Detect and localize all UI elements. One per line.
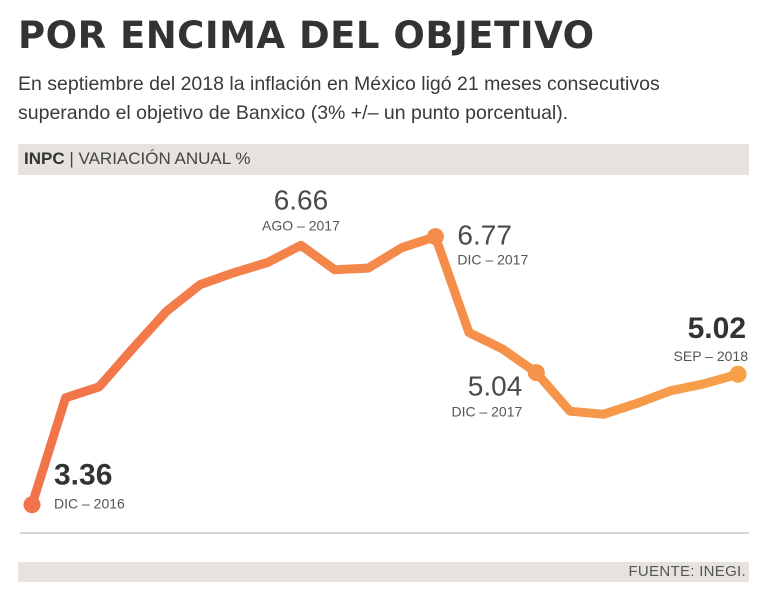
series-label-band (18, 144, 749, 175)
date-label: DIC – 2016 (54, 496, 125, 512)
date-label: AGO – 2017 (262, 217, 340, 233)
value-label: 6.77 (457, 220, 512, 251)
date-label: DIC – 2017 (451, 404, 522, 420)
data-point-marker (527, 364, 545, 382)
value-label: 5.04 (468, 371, 523, 402)
series-name: INPC (24, 149, 65, 168)
value-label: 5.02 (688, 312, 746, 345)
source-note: FUENTE: INEGI. (628, 563, 746, 580)
date-label: SEP – 2018 (674, 348, 749, 364)
chart-title: POR ENCIMA DEL OBJETIVO (18, 14, 595, 57)
series-separator: | (64, 149, 79, 168)
value-label: 3.36 (54, 459, 112, 492)
subtitle-line-2: superando el objetivo de Banxico (3% +/–… (18, 102, 569, 124)
data-point-marker (23, 496, 41, 514)
date-label: DIC – 2017 (457, 252, 528, 268)
subtitle-line-1: En septiembre del 2018 la inflación en M… (18, 73, 660, 95)
chart-subtitle: En septiembre del 2018 la inflación en M… (18, 70, 753, 128)
footer-band (18, 562, 749, 582)
series-label: INPC | VARIACIÓN ANUAL % (24, 149, 250, 169)
value-label: 6.66 (274, 184, 329, 215)
series-line (27, 232, 743, 510)
series-markers (23, 228, 747, 514)
data-point-marker (729, 365, 747, 383)
data-point-marker (426, 228, 444, 246)
series-unit: VARIACIÓN ANUAL % (78, 149, 251, 168)
